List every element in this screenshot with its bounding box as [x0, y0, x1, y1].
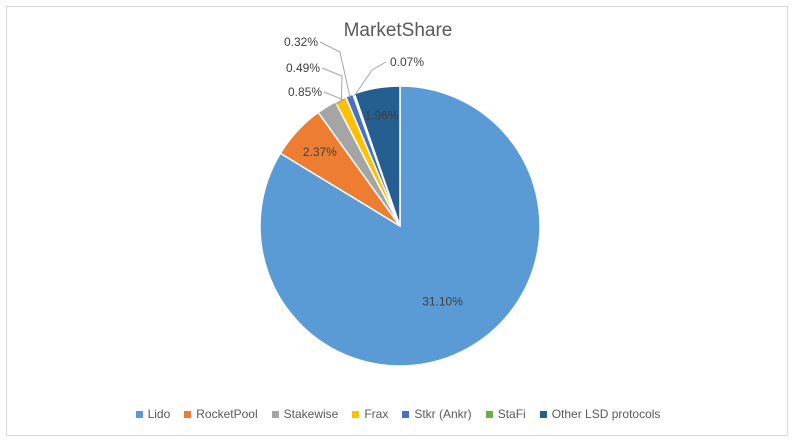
data-label-stakewise: 0.85%	[288, 85, 322, 99]
leader-line-stakewise	[323, 91, 346, 109]
legend-swatch	[539, 410, 547, 418]
leader-line-stafi	[353, 61, 387, 97]
legend-item-lido: Lido	[135, 407, 171, 421]
legend-swatch	[402, 410, 410, 418]
data-label-stkr-ankr: 0.32%	[284, 35, 318, 49]
legend-label: Frax	[364, 407, 389, 421]
legend-item-stafi: StaFi	[485, 407, 526, 421]
legend-item-stkr-ankr: Stkr (Ankr)	[402, 407, 472, 421]
legend-label: Other LSD protocols	[551, 407, 661, 421]
legend-swatch	[184, 410, 192, 418]
leader-line-frax	[321, 67, 343, 102]
legend-swatch	[352, 410, 360, 418]
data-label-stafi: 0.07%	[390, 55, 424, 69]
legend-label: Lido	[147, 407, 171, 421]
legend-swatch	[271, 410, 279, 418]
legend-swatch	[135, 410, 143, 418]
legend-swatch	[485, 410, 493, 418]
legend-label: Stakewise	[283, 407, 339, 421]
pie-slice-other-lsd-protocols	[353, 85, 401, 227]
leader-line-stkr-ankr	[319, 41, 351, 98]
legend-item-rocketpool: RocketPool	[184, 407, 258, 421]
data-label-rocketpool: 2.37%	[303, 145, 337, 159]
legend-item-other-lsd-protocols: Other LSD protocols	[539, 407, 661, 421]
legend-item-stakewise: Stakewise	[271, 407, 339, 421]
data-label-lido: 31.10%	[422, 295, 463, 309]
chart-legend: Lido RocketPool Stakewise Frax Stkr (Ankr) St…	[0, 407, 796, 421]
legend-label: StaFi	[497, 407, 526, 421]
data-label-frax: 0.49%	[286, 61, 320, 75]
legend-label: Stkr (Ankr)	[414, 407, 472, 421]
legend-item-frax: Frax	[352, 407, 388, 421]
legend-label: RocketPool	[196, 407, 258, 421]
data-label-other-lsd-protocols: 1.96%	[365, 109, 399, 123]
chart-title: MarketShare	[343, 20, 453, 41]
